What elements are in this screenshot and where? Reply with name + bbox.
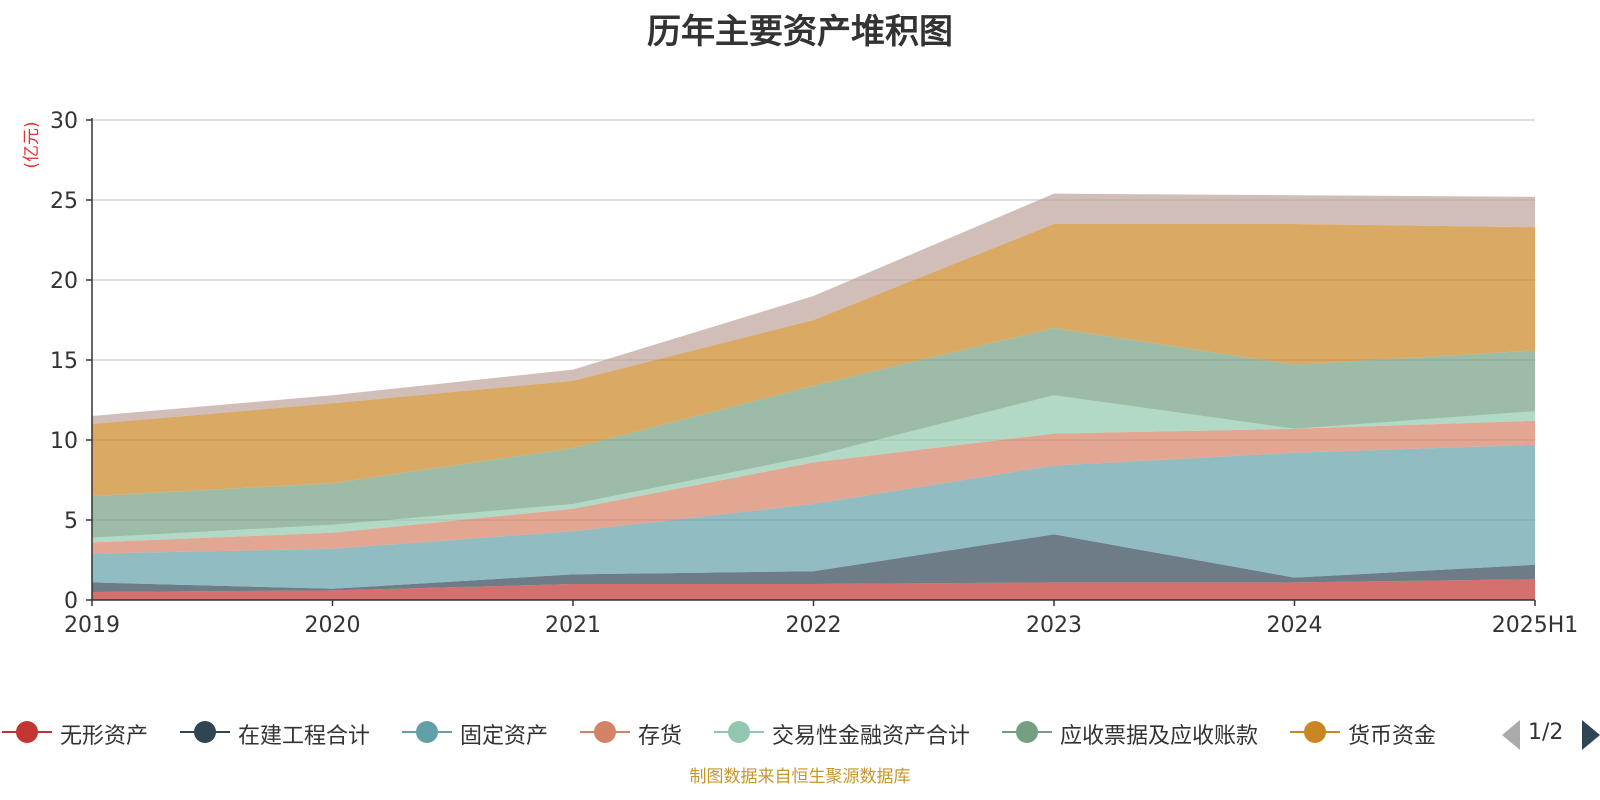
y-tick-label: 15 <box>50 349 78 374</box>
area-series-无形资产[interactable] <box>92 579 1535 600</box>
chart-title: 历年主要资产堆积图 <box>647 12 953 52</box>
legend-item-label: 应收票据及应收账款 <box>1060 724 1259 749</box>
area-series-固定资产[interactable] <box>92 444 1535 589</box>
legend-dot-icon <box>194 721 216 743</box>
legend-item-label: 货币资金 <box>1348 724 1437 749</box>
y-unit-label: (亿元) <box>22 121 42 168</box>
area-series-应收票据及应收账款[interactable] <box>92 328 1535 538</box>
legend-dot-icon <box>1304 721 1326 743</box>
legend: 无形资产 在建工程合计 固定资产 存货 交易性金融资产合计 应收票据及应收账款 货币资金 <box>0 712 1600 752</box>
legend-item-label: 无形资产 <box>60 724 149 749</box>
legend-dot-icon <box>416 721 438 743</box>
axes: 0 5 10 15 20 25 30 2019 2020 2021 2022 2023 2024 2025… <box>50 109 1578 638</box>
legend-dot-icon <box>728 721 750 743</box>
y-tick-label: 30 <box>50 109 78 134</box>
legend-dot-icon <box>594 721 616 743</box>
area-series-存货[interactable] <box>92 420 1535 554</box>
area-series <box>92 193 1535 600</box>
legend-item-label: 存货 <box>638 724 683 749</box>
x-tick-label: 2019 <box>64 613 120 638</box>
legend-prev-page-icon[interactable] <box>1502 720 1520 750</box>
legend-page-indicator: 1/2 <box>1528 720 1564 745</box>
legend-item-label: 交易性金融资产合计 <box>772 724 971 749</box>
y-tick-label: 0 <box>64 589 78 614</box>
x-tick-label: 2024 <box>1267 613 1323 638</box>
stacked-area-chart: 0 5 10 15 20 25 30 2019 2020 2021 2022 2023 2024 2025… <box>22 109 1578 638</box>
x-tick-label: 2025H1 <box>1492 613 1579 638</box>
area-series-其他[interactable] <box>92 193 1535 424</box>
x-tick-label: 2023 <box>1026 613 1082 638</box>
area-series-在建工程合计[interactable] <box>92 534 1535 592</box>
source-note: 制图数据来自恒生聚源数据库 <box>689 767 911 787</box>
legend-dot-icon <box>16 721 38 743</box>
legend-item-label: 在建工程合计 <box>238 724 371 749</box>
y-tick-label: 10 <box>50 429 78 454</box>
x-tick-label: 2021 <box>545 613 601 638</box>
y-tick-label: 20 <box>50 269 78 294</box>
y-tick-label: 25 <box>50 189 78 214</box>
x-tick-label: 2020 <box>305 613 361 638</box>
legend-pager: 1/2 <box>1502 718 1600 752</box>
y-tick-label: 5 <box>64 509 78 534</box>
area-series-货币资金[interactable] <box>92 224 1535 496</box>
legend-item-label: 固定资产 <box>460 724 549 749</box>
legend-dot-icon <box>1016 721 1038 743</box>
legend-next-page-icon[interactable] <box>1582 720 1600 750</box>
x-tick-label: 2022 <box>786 613 842 638</box>
